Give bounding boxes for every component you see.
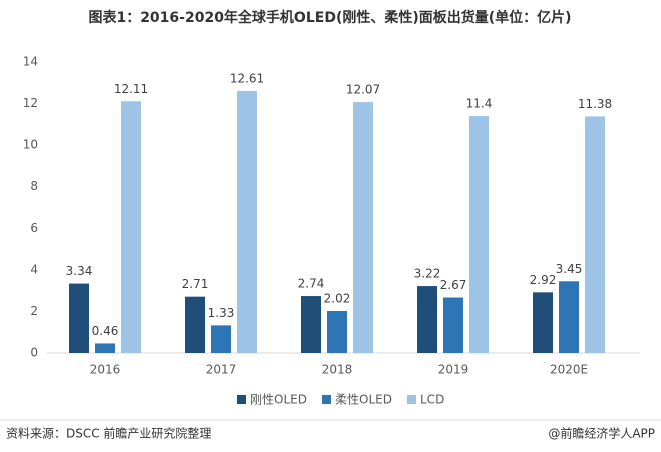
chart-title: 图表1：2016-2020年全球手机OLED(刚性、柔性)面板出货量(单位：亿片… <box>88 9 571 26</box>
bar <box>585 116 605 353</box>
bar <box>69 283 89 353</box>
y-tick-label: 4 <box>30 262 38 276</box>
credit: @前瞻经济学人APP <box>548 426 655 441</box>
value-label: 2.92 <box>530 273 557 287</box>
x-tick-label: 2017 <box>206 363 237 377</box>
value-label: 3.34 <box>66 264 93 278</box>
value-label: 2.74 <box>298 277 325 291</box>
x-tick-label: 2019 <box>438 363 469 377</box>
value-label: 12.61 <box>230 71 264 85</box>
legend-label: LCD <box>420 393 444 407</box>
bar <box>237 90 257 353</box>
y-tick-label: 10 <box>23 138 38 152</box>
y-tick-label: 12 <box>23 96 38 110</box>
legend-label: 刚性OLED <box>250 393 307 407</box>
value-label: 11.4 <box>466 97 493 111</box>
x-tick-label: 2020E <box>550 363 588 377</box>
x-tick-label: 2018 <box>322 363 353 377</box>
y-tick-label: 6 <box>30 221 38 235</box>
value-label: 3.45 <box>556 262 583 276</box>
bar <box>301 296 321 353</box>
y-tick-label: 0 <box>30 346 38 360</box>
bar <box>211 325 231 353</box>
y-tick-label: 14 <box>23 55 38 69</box>
bar <box>353 102 373 354</box>
bar <box>469 116 489 354</box>
bar <box>327 311 347 353</box>
legend-swatch <box>322 395 331 404</box>
bar <box>443 297 463 353</box>
bar <box>95 343 115 353</box>
bar <box>559 281 579 353</box>
value-label: 12.07 <box>346 83 380 97</box>
y-tick-label: 8 <box>30 179 38 193</box>
bar <box>417 286 437 353</box>
value-label: 2.67 <box>440 278 467 292</box>
value-label: 12.11 <box>114 82 148 96</box>
bar <box>533 292 553 353</box>
y-tick-label: 2 <box>30 304 38 318</box>
value-label: 3.22 <box>414 267 441 281</box>
x-tick-label: 2016 <box>90 363 121 377</box>
value-label: 11.38 <box>578 97 612 111</box>
bar <box>185 296 205 353</box>
value-label: 2.02 <box>324 292 351 306</box>
value-label: 1.33 <box>208 306 235 320</box>
legend-swatch <box>237 395 246 404</box>
value-label: 2.71 <box>182 277 209 291</box>
bar <box>121 101 141 353</box>
value-label: 0.46 <box>92 324 119 338</box>
source: 资料来源：DSCC 前瞻产业研究院整理 <box>6 426 211 441</box>
legend-label: 柔性OLED <box>335 393 392 407</box>
legend-swatch <box>407 395 416 404</box>
